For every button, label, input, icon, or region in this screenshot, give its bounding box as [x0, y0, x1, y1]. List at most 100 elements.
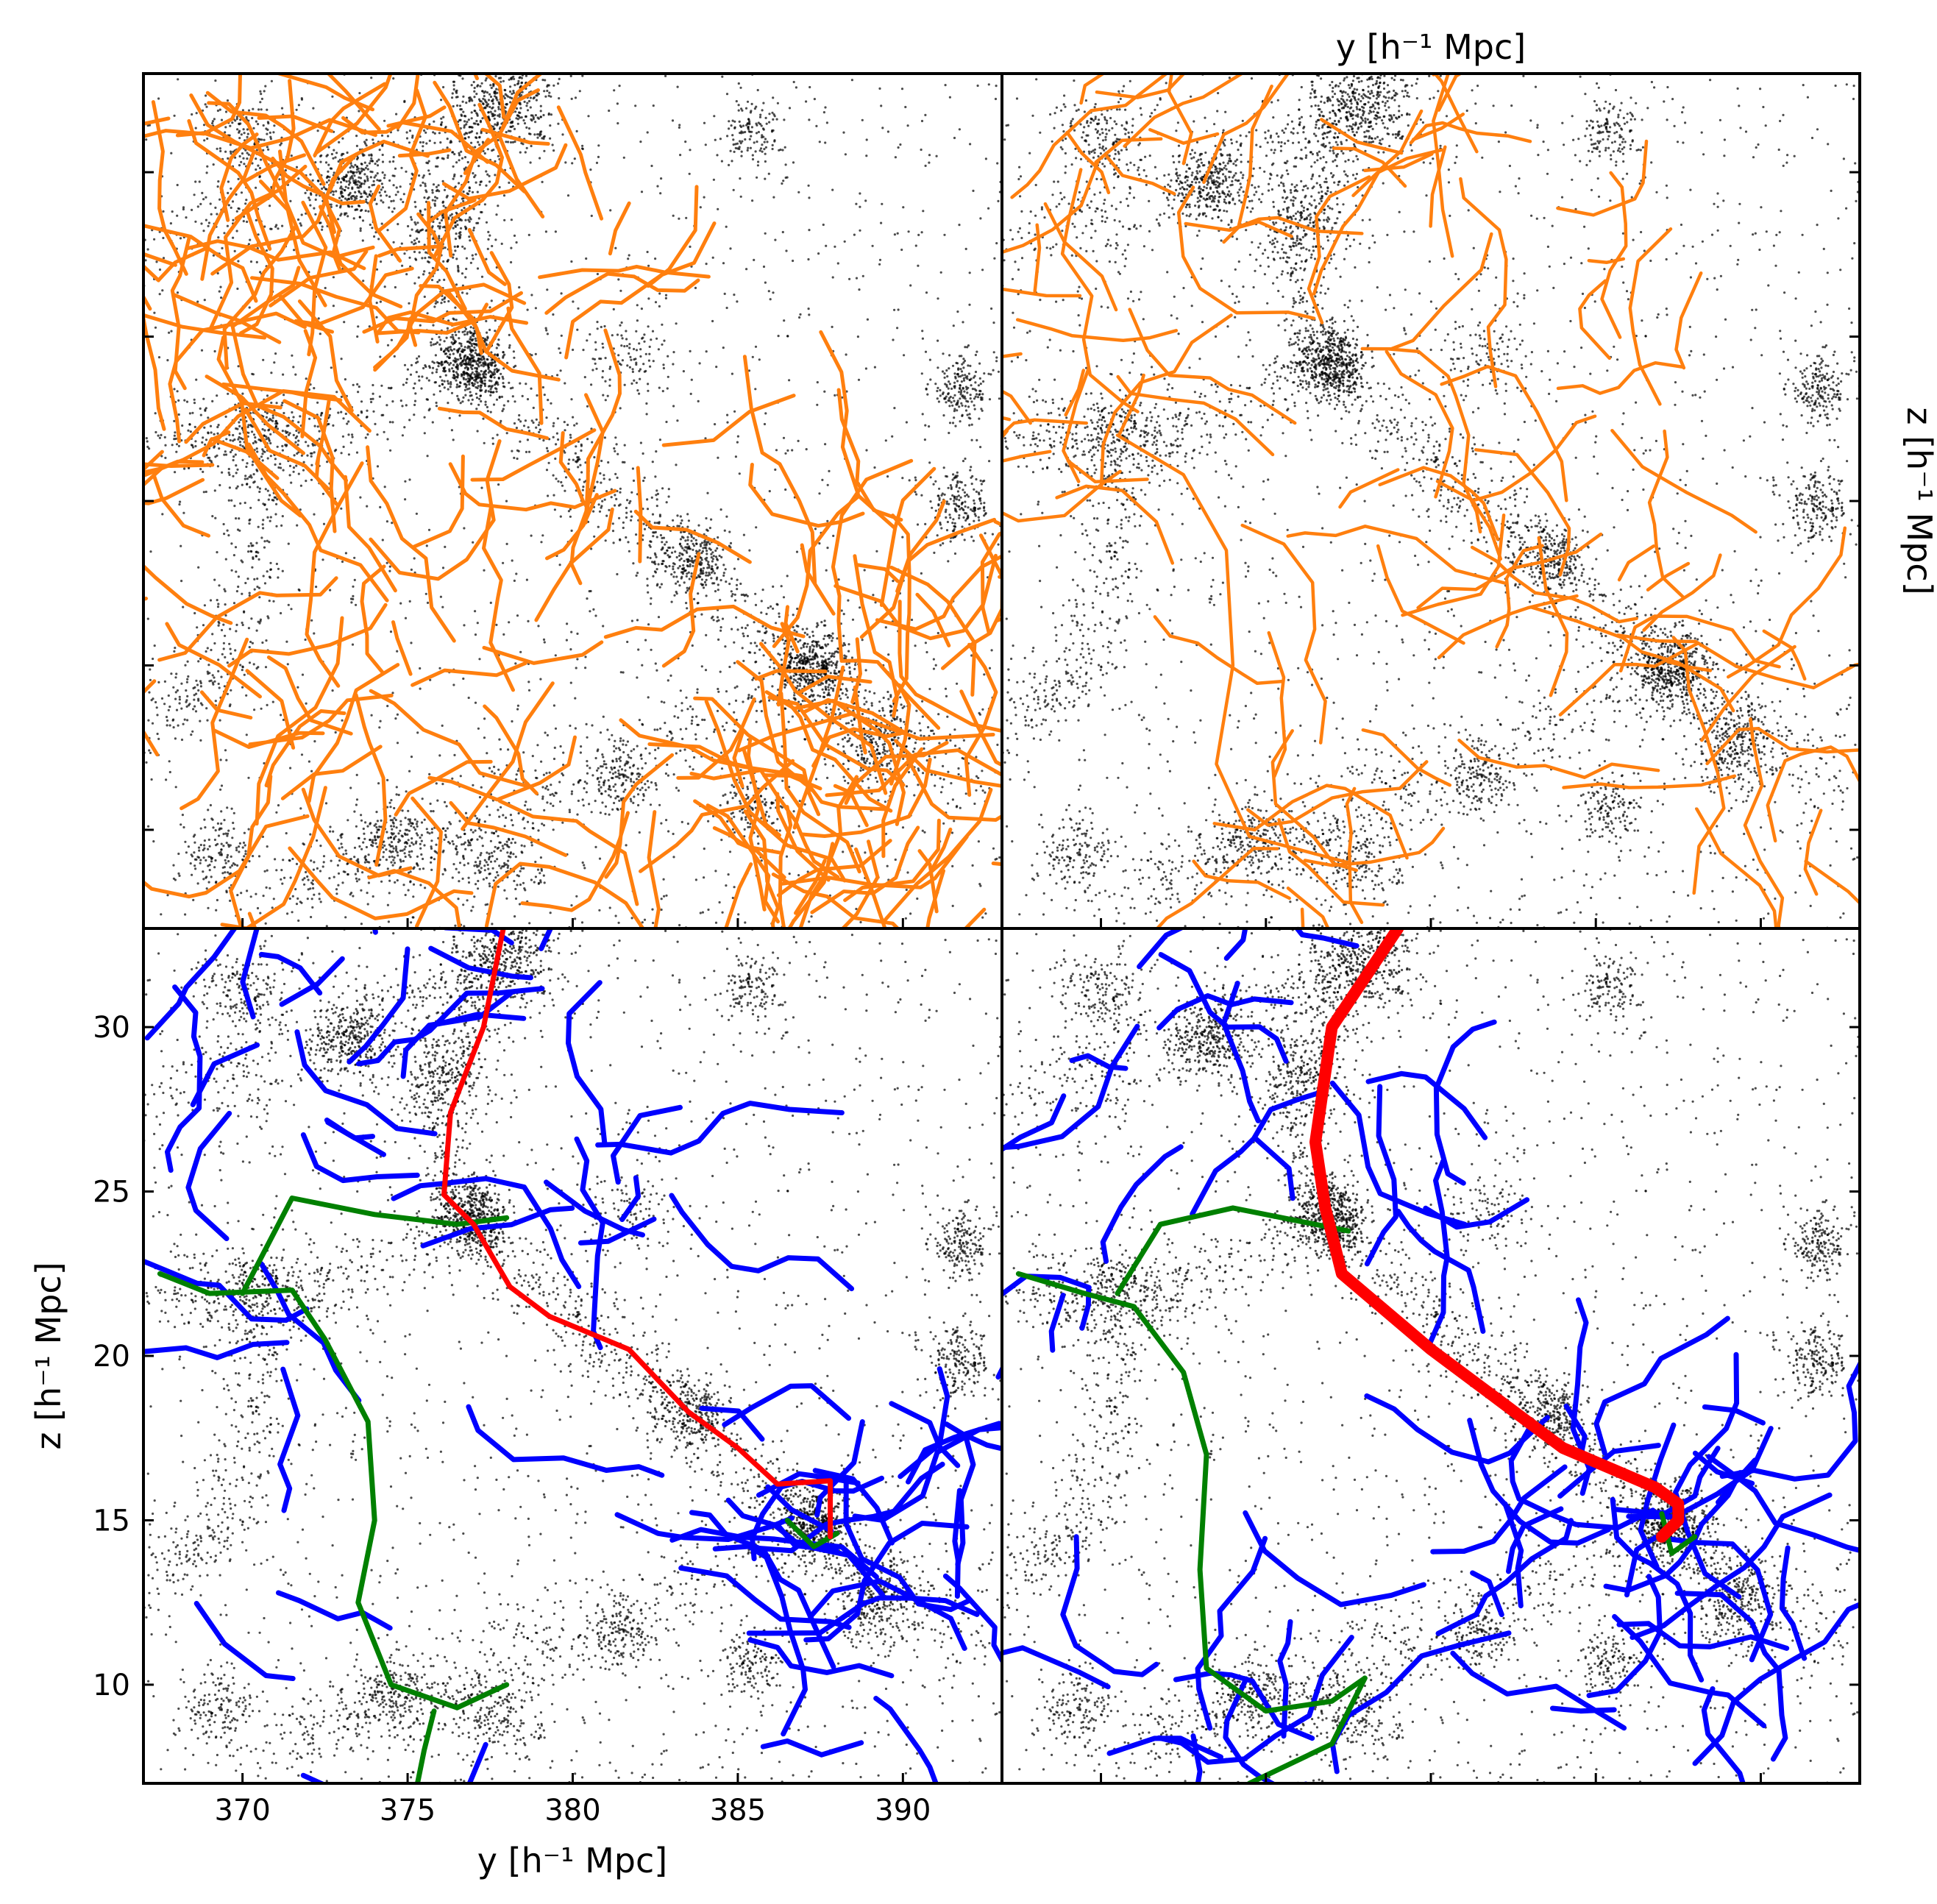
particle-tl-4356	[382, 850, 385, 853]
particle-tl-906	[379, 720, 382, 722]
particle-tl-1950	[472, 333, 475, 335]
particle-tl-4549	[503, 862, 506, 864]
particle-tl-1549	[622, 671, 625, 674]
particle-tl-1345	[729, 541, 733, 545]
particle-tl-4317	[385, 859, 388, 862]
particle-tl-4544	[491, 923, 494, 926]
particle-tl-4735	[633, 747, 636, 751]
particle-tl-151	[788, 873, 791, 875]
particle-tl-2881	[476, 85, 479, 88]
particle-tl-3013	[352, 217, 355, 220]
particle-tl-4179	[246, 425, 249, 429]
particle-tl-3990	[689, 559, 692, 563]
particle-tl-219	[388, 569, 391, 572]
particle-tl-90	[725, 306, 728, 310]
particle-tl-352	[797, 191, 800, 193]
particle-tl-1800	[476, 354, 479, 357]
particle-tl-2809	[489, 61, 491, 63]
particle-tl-4963	[205, 875, 208, 878]
particle-tl-4280	[353, 856, 356, 859]
particle-tl-3601	[947, 392, 950, 395]
particle-tl-1029	[459, 836, 462, 839]
particle-tl-923	[568, 809, 571, 811]
particle-tl-3494	[868, 750, 871, 753]
particle-tl-1643	[274, 352, 277, 355]
particle-tl-1398	[483, 717, 486, 720]
particle-tl-4053	[716, 558, 719, 561]
particle-tl-3722	[953, 552, 957, 555]
particle-tl-687	[202, 624, 205, 627]
particle-tl-86	[324, 802, 328, 805]
particle-tl-1937	[470, 373, 473, 376]
particle-tl-3531	[960, 370, 964, 373]
particle-tl-610	[594, 614, 597, 617]
particle-tl-1992	[475, 386, 477, 389]
particle-tl-142	[433, 204, 437, 207]
particle-tl-2392	[833, 653, 836, 656]
particle-tl-3988	[649, 556, 652, 560]
particle-tl-810	[563, 421, 566, 424]
particle-tl-2126	[448, 356, 451, 359]
particle-tl-1591	[831, 276, 834, 279]
particle-tl-4936	[199, 862, 202, 864]
particle-tl-799	[549, 124, 552, 127]
particle-tl-3525	[977, 384, 980, 387]
particle-tl-2733	[463, 124, 466, 127]
particle-tl-1490	[641, 921, 644, 924]
particle-tl-847	[469, 828, 473, 831]
particle-tl-2961	[360, 170, 363, 173]
particle-tl-1976	[474, 366, 477, 369]
particle-tl-4405	[395, 786, 398, 789]
particle-tl-1724	[495, 398, 499, 401]
particle-tl-555	[962, 739, 965, 742]
particle-tl-4420	[340, 836, 343, 839]
particle-tl-1365	[672, 832, 675, 836]
particle-tl-3077	[351, 171, 354, 174]
particle-tl-2890	[505, 103, 508, 106]
particle-tl-2967	[378, 191, 381, 194]
particle-tl-4578	[519, 883, 522, 887]
particle-tl-3227	[355, 195, 358, 198]
particle-tl-34	[826, 776, 829, 779]
particle-tl-4268	[395, 826, 398, 829]
particle-tl-4497	[458, 871, 461, 874]
particle-tl-3978	[700, 552, 703, 555]
particle-tl-1428	[561, 133, 564, 136]
particle-tl-862	[511, 720, 513, 723]
particle-tl-1099	[717, 456, 719, 459]
particle-tl-3932	[694, 539, 697, 541]
particle-tl-245	[991, 533, 994, 536]
particle-tl-673	[574, 727, 577, 730]
particle-tl-4732	[644, 789, 647, 792]
particle-tl-467	[497, 338, 500, 341]
particle-tl-4065	[676, 580, 680, 583]
particle-tl-4986	[207, 864, 210, 867]
particle-tl-3630	[962, 358, 965, 360]
particle-tl-999	[805, 448, 808, 451]
particle-tl-764	[247, 776, 250, 779]
particle-tl-130	[589, 610, 591, 613]
particle-tl-3361	[860, 756, 864, 759]
particle-tl-802	[476, 430, 479, 433]
particle-tl-811	[905, 785, 909, 788]
particle-tl-2614	[479, 85, 482, 88]
particle-tl-4232	[245, 465, 248, 469]
particle-tl-1375	[637, 793, 640, 796]
particle-tl-1991	[483, 360, 486, 363]
particle-tl-4529	[540, 869, 544, 872]
particle-tl-4030	[675, 590, 678, 594]
particle-tl-346	[282, 373, 285, 376]
particle-tl-708	[451, 876, 454, 879]
particle-tl-3219	[358, 186, 360, 189]
particle-tl-4372	[404, 893, 407, 897]
particle-tl-547	[981, 916, 984, 919]
particle-tl-4437	[390, 799, 393, 802]
particle-tl-2571	[816, 665, 819, 668]
particle-tl-813	[470, 909, 473, 912]
particle-tl-273	[792, 259, 795, 263]
particle-tl-1383	[979, 383, 982, 386]
particle-tl-1543	[174, 878, 177, 881]
particle-tl-1586	[732, 188, 735, 191]
particle-tl-3588	[969, 397, 972, 400]
particle-tl-4210	[249, 506, 252, 509]
